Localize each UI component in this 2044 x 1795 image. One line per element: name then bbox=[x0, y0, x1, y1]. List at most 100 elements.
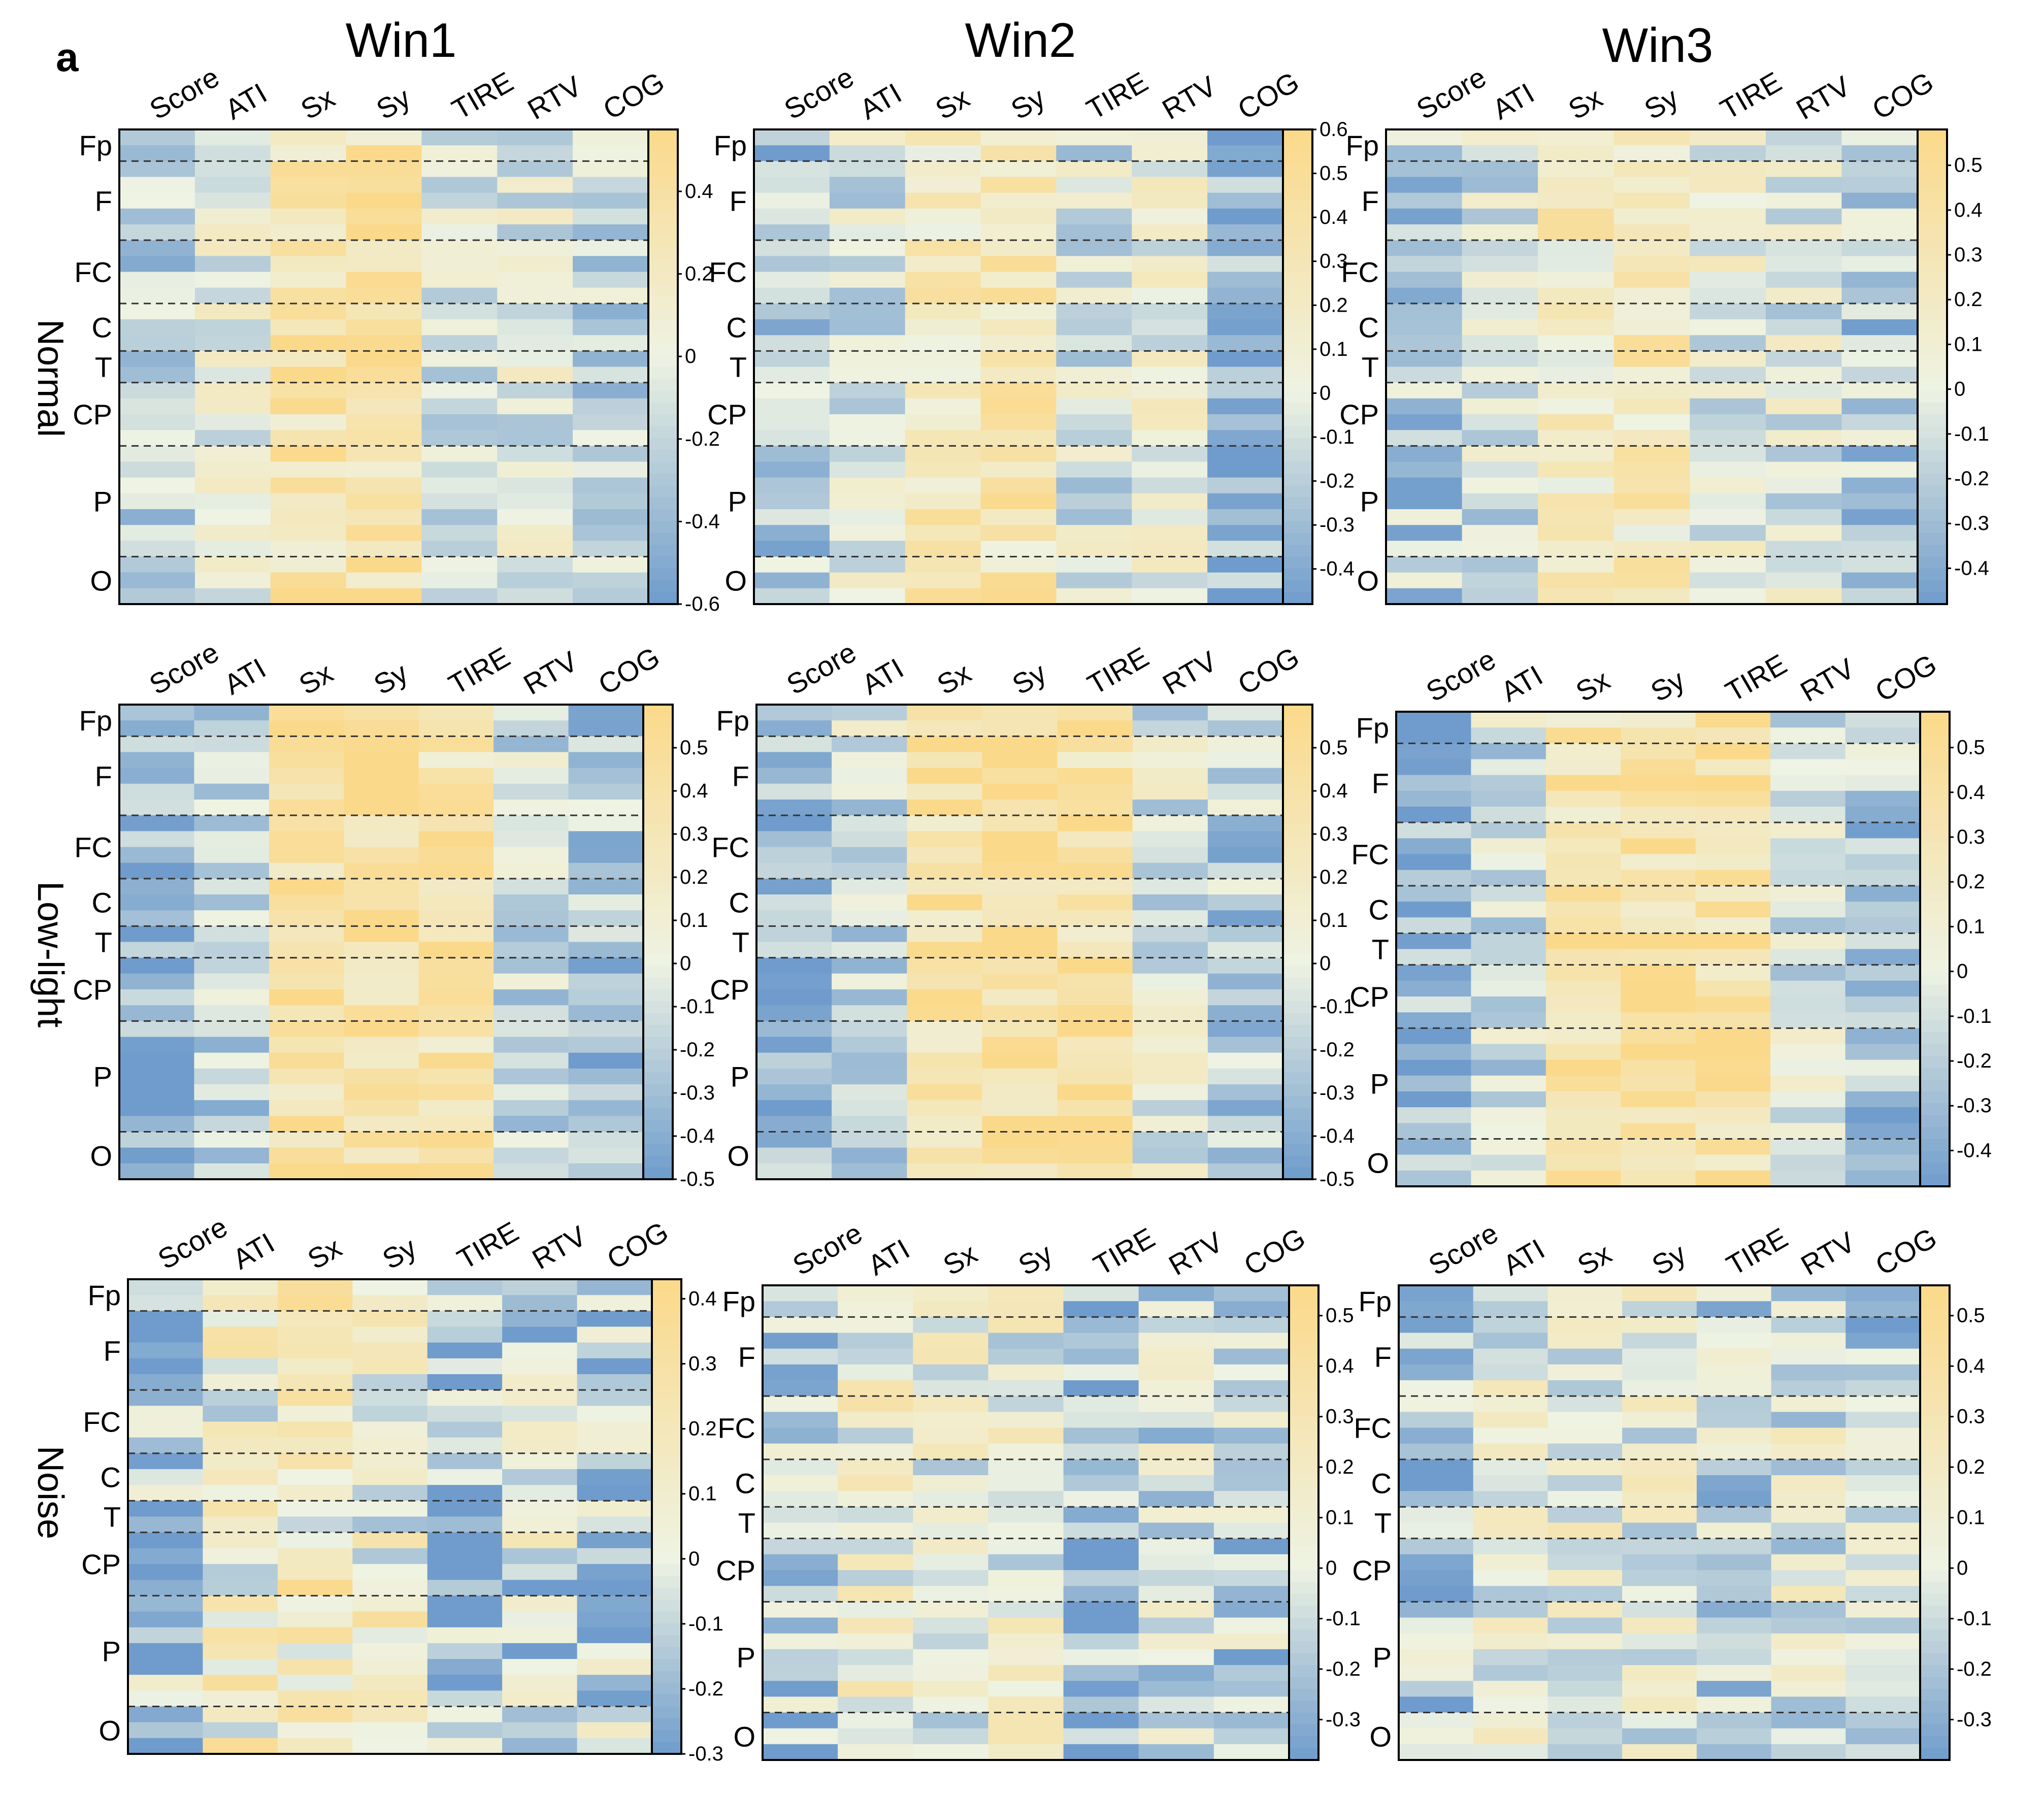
heatmap-cell bbox=[352, 1485, 428, 1501]
heatmap-cell bbox=[1771, 1681, 1846, 1697]
heatmap-cell bbox=[1622, 1633, 1697, 1650]
colorbar-swatch bbox=[648, 141, 678, 154]
colorbar-tick-label: 0.3 bbox=[1954, 244, 1983, 266]
heatmap-cell bbox=[1056, 556, 1132, 573]
heatmap-cell bbox=[913, 1285, 988, 1302]
feature-label: COG bbox=[1870, 1221, 1942, 1281]
heatmap-cell bbox=[838, 1333, 913, 1349]
heatmap-cell bbox=[1063, 1285, 1139, 1302]
heatmap-cell bbox=[1613, 192, 1690, 209]
heatmap-cell bbox=[1396, 1170, 1471, 1187]
heatmap-cell bbox=[497, 430, 573, 446]
heatmap-cell bbox=[1207, 1100, 1283, 1116]
heatmap-cell bbox=[502, 1485, 578, 1501]
colorbar-swatch bbox=[643, 811, 673, 824]
colorbar-swatch bbox=[1920, 1534, 1950, 1547]
heatmap-cell bbox=[346, 177, 422, 193]
heatmap-cell bbox=[1473, 1301, 1548, 1317]
heatmap-cell bbox=[568, 1132, 644, 1148]
heatmap-cell bbox=[128, 1437, 203, 1454]
heatmap-cell bbox=[352, 1738, 428, 1754]
colorbar-swatch bbox=[1918, 556, 1947, 569]
heatmap-cell bbox=[577, 1659, 652, 1675]
heatmap-cell bbox=[1213, 1617, 1290, 1634]
colorbar-swatch bbox=[1918, 307, 1947, 320]
colorbar-swatch bbox=[1283, 141, 1312, 154]
colorbar-swatch bbox=[648, 272, 678, 284]
heatmap-cell bbox=[838, 1507, 913, 1523]
heatmap-cell bbox=[270, 382, 347, 399]
colorbar-swatch bbox=[648, 473, 678, 486]
region-label: F bbox=[738, 1341, 755, 1373]
heatmap-cell bbox=[346, 382, 422, 399]
heatmap-cell bbox=[1695, 1059, 1771, 1076]
heatmap-cell bbox=[1690, 461, 1766, 478]
heatmap-cell bbox=[907, 752, 982, 769]
heatmap-cell bbox=[980, 303, 1057, 320]
colorbar-swatch bbox=[1283, 592, 1312, 605]
heatmap-cell bbox=[1057, 910, 1133, 926]
heatmap-cell bbox=[194, 145, 271, 161]
heatmap-cell bbox=[1622, 1554, 1697, 1571]
colorbar-swatch bbox=[648, 248, 678, 260]
heatmap-cell bbox=[832, 878, 907, 895]
colorbar-tick-label: -0.3 bbox=[1957, 1094, 1992, 1117]
heatmap-cell bbox=[1621, 885, 1696, 902]
heatmap-cell bbox=[1696, 1602, 1772, 1618]
heatmap-cell bbox=[1396, 1139, 1471, 1155]
heatmap-cell bbox=[573, 382, 649, 399]
heatmap-cell bbox=[756, 1052, 832, 1069]
heatmap-cell bbox=[988, 1570, 1064, 1586]
heatmap-cell bbox=[1473, 1285, 1548, 1302]
colorbar-swatch bbox=[648, 283, 678, 296]
heatmap-cell bbox=[905, 525, 981, 541]
heatmap-cell bbox=[1473, 1491, 1548, 1507]
heatmap-cell bbox=[1213, 1348, 1290, 1365]
colorbar-swatch bbox=[1918, 319, 1947, 331]
heatmap-cell bbox=[1057, 1037, 1133, 1053]
heatmap-cell bbox=[905, 572, 981, 589]
heatmap-cell bbox=[982, 1084, 1058, 1101]
colorbar-swatch bbox=[1289, 1333, 1318, 1345]
colorbar-tick-label: -0.4 bbox=[1320, 558, 1355, 580]
heatmap-cell bbox=[1207, 303, 1283, 320]
colorbar-swatch bbox=[1920, 1701, 1950, 1713]
heatmap-cell bbox=[1063, 1475, 1139, 1491]
colorbar-swatch bbox=[648, 521, 678, 534]
heatmap-cell bbox=[1845, 1285, 1921, 1302]
heatmap-cell bbox=[838, 1633, 913, 1650]
heatmap-cell bbox=[1538, 588, 1614, 605]
heatmap-cell bbox=[1771, 1459, 1846, 1476]
heatmap-cell bbox=[421, 256, 498, 273]
heatmap-cell bbox=[277, 1690, 353, 1707]
heatmap-cell bbox=[1695, 996, 1771, 1013]
colorbar-swatch bbox=[652, 1623, 681, 1636]
heatmap-cell bbox=[1845, 1333, 1921, 1349]
heatmap-cell bbox=[1207, 509, 1283, 525]
heatmap-cell bbox=[905, 161, 981, 178]
heatmap-cell bbox=[270, 477, 347, 494]
heatmap-cell bbox=[1386, 240, 1463, 256]
heatmap-cell bbox=[980, 192, 1057, 209]
colorbar-swatch bbox=[1920, 830, 1950, 843]
heatmap-cell bbox=[493, 1021, 569, 1038]
heatmap-cell bbox=[502, 1564, 578, 1580]
heatmap-cell bbox=[1471, 790, 1546, 807]
colorbar-swatch bbox=[1920, 878, 1950, 890]
heatmap-cell bbox=[763, 1364, 838, 1381]
heatmap-cell bbox=[277, 1738, 353, 1754]
colorbar-tick-label: 0.4 bbox=[1320, 780, 1348, 802]
heatmap-cell bbox=[980, 256, 1057, 273]
heatmap-cell bbox=[194, 815, 270, 832]
heatmap-cell bbox=[493, 1037, 569, 1053]
heatmap-cell bbox=[493, 942, 569, 958]
heatmap-cell bbox=[502, 1279, 578, 1295]
heatmap-cell bbox=[980, 556, 1057, 573]
heatmap-cell bbox=[832, 910, 907, 926]
heatmap-cell bbox=[502, 1501, 578, 1517]
colorbar-tick-label: 0.2 bbox=[1320, 866, 1348, 888]
heatmap-cell bbox=[1696, 1364, 1772, 1381]
heatmap-cell bbox=[982, 800, 1058, 816]
heatmap-cell bbox=[1538, 208, 1614, 225]
